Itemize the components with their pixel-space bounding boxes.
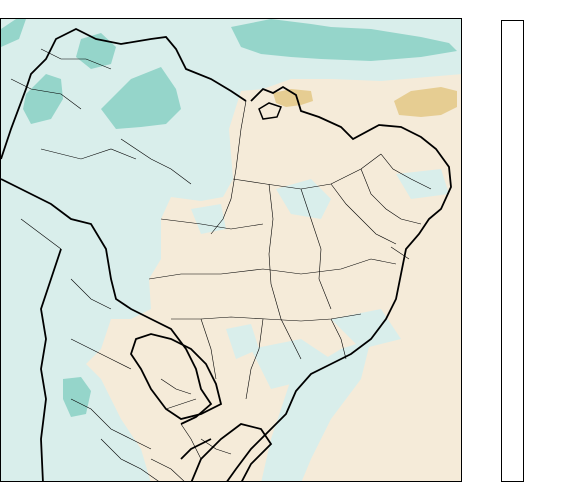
border-andes <box>40 248 62 481</box>
strong-positive-amazon-1 <box>101 67 181 129</box>
positive-anomaly-patch-3 <box>396 169 449 199</box>
border-paraguay-argentina <box>130 333 223 420</box>
border-uruguay <box>190 423 273 481</box>
positive-anomaly-north <box>1 19 461 481</box>
brazil-border <box>226 85 452 481</box>
positive-anomaly-patch-5 <box>251 339 331 389</box>
strong-positive-pacific <box>1 19 26 47</box>
positive-anomaly-southeast <box>261 339 371 481</box>
brazil-west-border <box>1 27 247 160</box>
positive-anomaly-patch-2 <box>276 179 331 219</box>
precipitation-anomaly-map <box>0 18 462 482</box>
strong-positive-bolivia <box>63 377 91 417</box>
negative-anomaly-atlantic <box>394 87 457 117</box>
strong-positive-caribbean <box>231 19 457 61</box>
colorbar <box>501 20 524 482</box>
strong-positive-amazon-2 <box>23 74 63 124</box>
negative-anomaly-amapa <box>273 89 313 107</box>
strong-positive-colombia <box>76 33 116 69</box>
border-river-plate <box>180 438 212 460</box>
border-peru-bolivia <box>1 178 213 425</box>
positive-anomaly-east <box>331 309 401 349</box>
marajo-island <box>258 102 282 120</box>
internal-borders <box>10 48 432 481</box>
positive-anomaly-patch-1 <box>226 324 259 359</box>
